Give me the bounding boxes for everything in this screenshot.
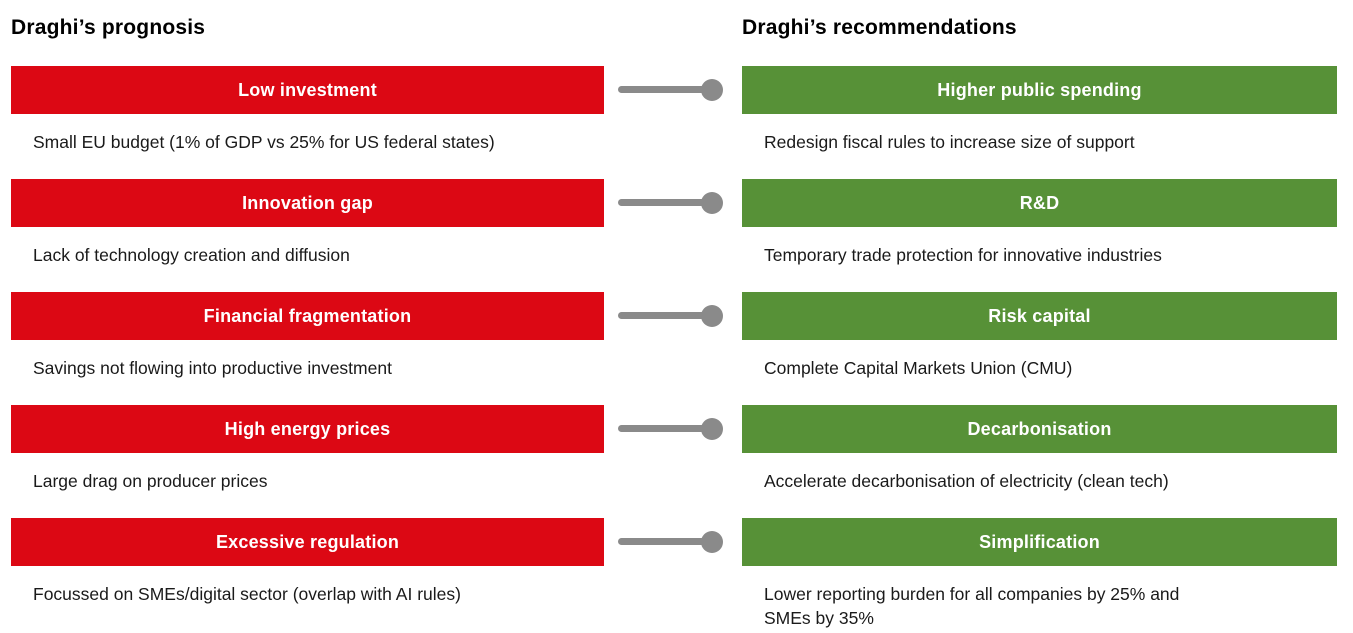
- connector: [604, 518, 742, 566]
- mapping-row-regulation: Excessive regulation Focussed on SMEs/di…: [11, 518, 1353, 630]
- connector: [604, 405, 742, 453]
- prognosis-pill: Financial fragmentation: [11, 292, 604, 340]
- connector-line: [618, 538, 716, 545]
- mapping-row-innovation: Innovation gap Lack of technology creati…: [11, 179, 1353, 267]
- prognosis-cell: Excessive regulation Focussed on SMEs/di…: [11, 518, 604, 630]
- recommendation-cell: R&D Temporary trade protection for innov…: [742, 179, 1337, 267]
- column-headers: Draghi’s prognosis Draghi’s recommendati…: [11, 14, 1353, 42]
- prognosis-cell: High energy prices Large drag on produce…: [11, 405, 604, 493]
- connector-dot: [701, 418, 723, 440]
- recommendation-pill: Higher public spending: [742, 66, 1337, 114]
- connector-line: [618, 199, 716, 206]
- recommendations-column-header: Draghi’s recommendations: [742, 16, 1017, 39]
- prognosis-description: Savings not flowing into productive inve…: [33, 358, 392, 378]
- recommendation-pill: R&D: [742, 179, 1337, 227]
- recommendation-pill: Decarbonisation: [742, 405, 1337, 453]
- connector-line: [618, 86, 716, 93]
- connector: [604, 292, 742, 340]
- prognosis-cell: Innovation gap Lack of technology creati…: [11, 179, 604, 267]
- prognosis-pill: Excessive regulation: [11, 518, 604, 566]
- mapping-row-investment: Low investment Small EU budget (1% of GD…: [11, 66, 1353, 154]
- connector-dot: [701, 305, 723, 327]
- connector-dot: [701, 192, 723, 214]
- recommendation-description: Temporary trade protection for innovativ…: [764, 245, 1162, 265]
- recommendation-cell: Risk capital Complete Capital Markets Un…: [742, 292, 1337, 380]
- recommendation-cell: Decarbonisation Accelerate decarbonisati…: [742, 405, 1337, 493]
- mapping-row-fragmentation: Financial fragmentation Savings not flow…: [11, 292, 1353, 380]
- mapping-row-energy: High energy prices Large drag on produce…: [11, 405, 1353, 493]
- recommendation-description: Lower reporting burden for all companies…: [764, 584, 1180, 628]
- recommendation-pill: Simplification: [742, 518, 1337, 566]
- connector: [604, 179, 742, 227]
- connector-dot: [701, 79, 723, 101]
- prognosis-pill: Low investment: [11, 66, 604, 114]
- prognosis-description: Large drag on producer prices: [33, 471, 268, 491]
- recommendation-description: Complete Capital Markets Union (CMU): [764, 358, 1073, 378]
- connector: [604, 66, 742, 114]
- connector-dot: [701, 531, 723, 553]
- prognosis-pill: High energy prices: [11, 405, 604, 453]
- connector-line: [618, 425, 716, 432]
- header-spacer: [604, 14, 742, 42]
- recommendation-cell: Higher public spending Redesign fiscal r…: [742, 66, 1337, 154]
- recommendation-pill: Risk capital: [742, 292, 1337, 340]
- prognosis-pill: Innovation gap: [11, 179, 604, 227]
- prognosis-column-header: Draghi’s prognosis: [11, 16, 206, 39]
- prognosis-description: Small EU budget (1% of GDP vs 25% for US…: [33, 132, 495, 152]
- recommendation-description: Accelerate decarbonisation of electricit…: [764, 471, 1169, 491]
- prognosis-description: Focussed on SMEs/digital sector (overlap…: [33, 584, 461, 604]
- prognosis-description: Lack of technology creation and diffusio…: [33, 245, 350, 265]
- recommendation-cell: Simplification Lower reporting burden fo…: [742, 518, 1337, 630]
- prognosis-cell: Financial fragmentation Savings not flow…: [11, 292, 604, 380]
- prognosis-cell: Low investment Small EU budget (1% of GD…: [11, 66, 604, 154]
- connector-line: [618, 312, 716, 319]
- recommendation-description: Redesign fiscal rules to increase size o…: [764, 132, 1135, 152]
